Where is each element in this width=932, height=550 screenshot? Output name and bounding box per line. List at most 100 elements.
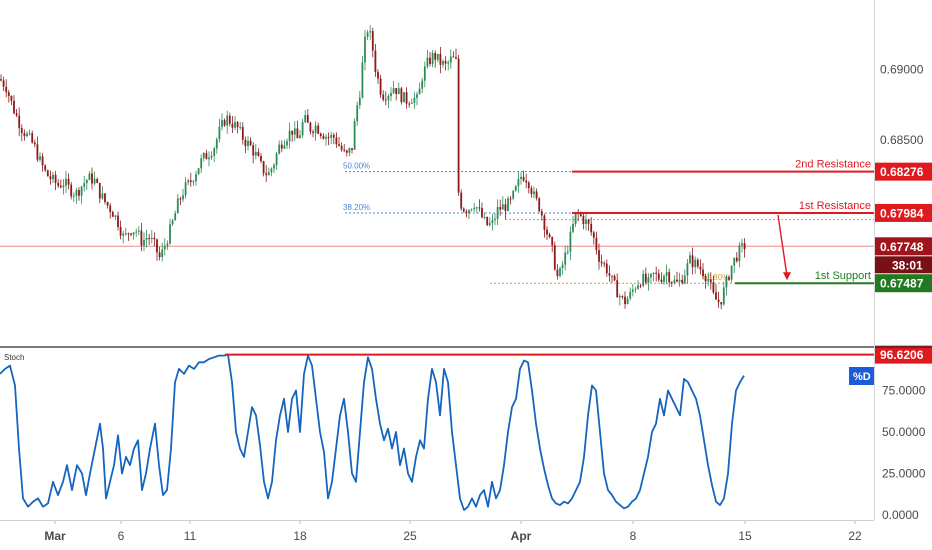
candle-body xyxy=(314,125,317,133)
candle-body xyxy=(88,173,91,180)
price-candles xyxy=(0,25,746,310)
candle-body xyxy=(512,190,515,199)
candle-body xyxy=(465,211,468,214)
candle-body xyxy=(470,209,473,211)
candle-body xyxy=(733,257,736,266)
candle-body xyxy=(208,157,210,160)
candle-body xyxy=(681,279,684,284)
candle-body xyxy=(174,213,177,221)
candle-body xyxy=(293,128,296,135)
candle-body xyxy=(189,180,192,182)
candle-body xyxy=(257,151,260,156)
candle-body xyxy=(444,61,447,64)
candle-body xyxy=(598,250,600,262)
candle-body xyxy=(496,207,499,219)
candle-body xyxy=(579,214,582,217)
candle-body xyxy=(429,57,431,64)
candle-body xyxy=(663,275,665,282)
candle-body xyxy=(91,173,93,184)
x-tick-label: 11 xyxy=(184,529,197,543)
candle-body xyxy=(127,233,130,235)
level-label: 1st Resistance xyxy=(799,200,871,212)
candle-body xyxy=(176,198,179,214)
candle-body xyxy=(241,126,244,140)
stoch-marker-label: 96.6206 xyxy=(880,348,924,362)
candle-body xyxy=(673,279,676,283)
candle-body xyxy=(543,215,546,230)
candle-body xyxy=(585,219,587,224)
candle-body xyxy=(343,149,346,151)
candle-body xyxy=(436,53,439,60)
candle-body xyxy=(405,92,408,104)
candle-body xyxy=(283,145,286,149)
candle-body xyxy=(629,291,632,299)
level-price-tag xyxy=(875,203,932,222)
candle-body xyxy=(46,170,49,177)
candle-body xyxy=(150,237,153,239)
candle-body xyxy=(387,96,390,101)
candle-body xyxy=(166,243,169,246)
candle-body xyxy=(184,182,187,196)
candle-body xyxy=(572,223,574,232)
fib-level-label: 61.80% xyxy=(702,273,729,282)
candle-body xyxy=(509,198,512,200)
candle-body xyxy=(195,174,197,182)
candle-body xyxy=(540,211,543,216)
price-tick-label: 0.68500 xyxy=(880,133,924,147)
candle-body xyxy=(403,92,405,103)
candle-body xyxy=(395,88,398,95)
candle-body xyxy=(595,237,598,251)
projection-arrowhead xyxy=(783,272,791,281)
x-tick-label: 22 xyxy=(848,529,862,543)
candle-body xyxy=(473,207,476,210)
candle-body xyxy=(182,195,184,200)
candle-body xyxy=(369,31,372,33)
candle-body xyxy=(213,148,216,156)
candle-body xyxy=(421,80,424,89)
candle-body xyxy=(413,97,416,103)
candle-body xyxy=(608,273,611,276)
candle-body xyxy=(101,193,104,199)
candle-body xyxy=(15,113,18,116)
candle-body xyxy=(704,276,707,282)
candle-body xyxy=(637,285,639,289)
level-price-tag xyxy=(875,274,932,293)
x-tick-label: 25 xyxy=(403,529,417,543)
candle-body xyxy=(239,126,242,128)
candle-body xyxy=(548,234,551,238)
candle-body xyxy=(171,220,174,225)
candle-body xyxy=(538,198,541,212)
candle-body xyxy=(551,237,554,246)
candle-body xyxy=(228,115,231,124)
candle-body xyxy=(559,268,561,276)
candle-body xyxy=(288,130,291,142)
x-tick-label: 6 xyxy=(118,529,125,543)
candle-body xyxy=(296,128,299,139)
candle-body xyxy=(647,277,650,283)
candle-body xyxy=(202,152,205,159)
candle-body xyxy=(418,88,421,95)
candle-body xyxy=(634,288,637,290)
level-price-tag xyxy=(875,162,932,181)
candle-body xyxy=(338,144,340,146)
candle-body xyxy=(709,279,712,283)
candle-body xyxy=(423,66,426,81)
candle-body xyxy=(7,92,10,96)
candle-body xyxy=(657,273,660,280)
candle-body xyxy=(267,172,270,176)
candle-body xyxy=(483,216,486,218)
candle-body xyxy=(426,57,429,67)
candle-body xyxy=(475,207,478,209)
candle-body xyxy=(730,265,733,280)
candle-body xyxy=(717,299,720,303)
candle-body xyxy=(335,137,338,145)
candle-body xyxy=(75,190,78,196)
candle-body xyxy=(231,123,234,128)
candle-body xyxy=(80,186,83,196)
candle-body xyxy=(384,99,387,101)
candle-body xyxy=(696,259,699,267)
candle-body xyxy=(179,198,182,200)
candle-body xyxy=(260,155,262,162)
candle-body xyxy=(72,195,75,197)
candle-body xyxy=(197,168,200,175)
